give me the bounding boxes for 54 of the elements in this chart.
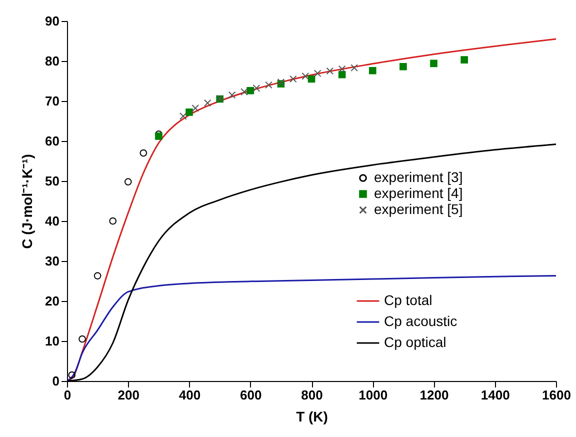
legend-label: experiment [3] [374, 169, 463, 185]
point [265, 81, 272, 89]
legend-label: Cp total [384, 292, 432, 308]
point [186, 108, 193, 116]
point [240, 88, 248, 96]
point [302, 72, 310, 80]
y-tick-label: 20 [45, 294, 60, 308]
point [94, 272, 102, 280]
point [400, 62, 407, 70]
point [140, 149, 148, 157]
point [78, 335, 86, 343]
point [314, 70, 322, 78]
y-tick-label: 30 [45, 254, 60, 268]
y-tick-label: 10 [45, 334, 60, 348]
x-tick-label: 400 [178, 388, 201, 402]
y-tick-label: 70 [45, 94, 60, 108]
point [338, 70, 346, 78]
y-tick-label: 80 [45, 54, 60, 68]
point [326, 67, 334, 75]
point [460, 56, 468, 64]
point [246, 86, 254, 94]
legend-label: experiment [5] [374, 201, 463, 217]
point [290, 75, 297, 83]
x-tick-label: 1400 [480, 388, 510, 402]
point [124, 178, 132, 186]
legend-label: experiment [4] [374, 185, 463, 201]
x-tick-label: 1600 [542, 388, 571, 402]
y-tick-label: 40 [45, 214, 60, 228]
y-tick-label: 50 [45, 174, 60, 188]
x-tick-label: 600 [240, 388, 262, 402]
x-axis-title: T (K) [296, 408, 328, 424]
x-tick-label: 0 [64, 388, 72, 402]
point [338, 65, 346, 73]
x-tick-label: 1200 [420, 388, 449, 402]
y-tick-label: 90 [45, 14, 60, 28]
point [68, 371, 76, 379]
legend-label: Cp acoustic [384, 313, 458, 329]
x-tick-label: 800 [301, 388, 323, 402]
legend-label: Cp optical [384, 334, 446, 350]
point [252, 84, 260, 92]
point [308, 75, 316, 83]
x-tick-label: 1000 [358, 388, 388, 402]
point [228, 91, 236, 99]
point [350, 64, 358, 72]
point [109, 217, 117, 225]
point [430, 60, 438, 68]
point [192, 104, 200, 112]
y-tick-label: 0 [52, 374, 60, 388]
point [368, 66, 376, 74]
y-tick-label: 60 [45, 134, 60, 148]
y-axis-title: C (J·mol⁻¹·K⁻¹) [19, 154, 36, 249]
x-tick-label: 200 [118, 388, 140, 402]
point [179, 112, 187, 120]
point [204, 99, 212, 107]
